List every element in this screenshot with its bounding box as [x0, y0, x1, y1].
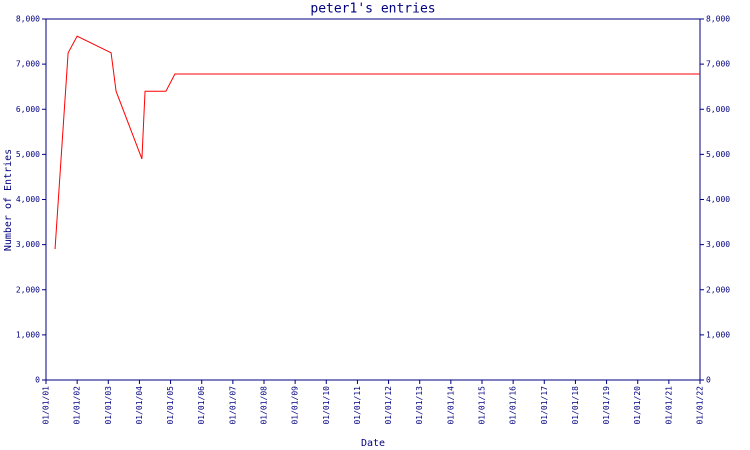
data-line: [54, 35, 700, 250]
x-tick-label: 01/01/02: [73, 386, 82, 425]
x-tick-label: 01/01/16: [509, 386, 518, 425]
x-tick-label: 01/01/17: [540, 386, 549, 425]
y2-tick-label: 2,000: [706, 285, 730, 294]
y-axis-label: Number of Entries: [3, 149, 14, 251]
x-tick-label: 01/01/19: [602, 386, 611, 425]
y2-tick-label: 6,000: [706, 105, 730, 114]
y-tick-label: 1,000: [16, 330, 40, 339]
y-tick-label: 6,000: [16, 105, 40, 114]
x-tick-label: 01/01/04: [135, 386, 144, 425]
y2-tick-label: 4,000: [706, 195, 730, 204]
x-tick-label: 01/01/22: [696, 386, 705, 425]
y2-tick-label: 0: [706, 376, 711, 385]
x-axis-label: Date: [361, 438, 385, 449]
x-tick-label: 01/01/20: [633, 386, 642, 425]
x-tick-label: 01/01/03: [104, 386, 113, 425]
x-tick-label: 01/01/21: [664, 386, 673, 425]
x-tick-label: 01/01/12: [384, 386, 393, 425]
x-tick-label: 01/01/07: [228, 386, 237, 425]
y-tick-label: 5,000: [16, 150, 40, 159]
x-tick-label: 01/01/08: [260, 386, 269, 425]
y-tick-label: 7,000: [16, 60, 40, 69]
x-tick-label: 01/01/10: [322, 386, 331, 425]
chart-title: peter1's entries: [310, 2, 435, 17]
x-tick-label: 01/01/15: [478, 386, 487, 425]
y-tick-label: 3,000: [16, 240, 40, 249]
y-tick-label: 8,000: [16, 15, 40, 24]
x-tick-label: 01/01/05: [166, 386, 175, 425]
y-tick-label: 2,000: [16, 285, 40, 294]
x-tick-label: 01/01/01: [42, 386, 51, 425]
x-tick-label: 01/01/06: [197, 386, 206, 425]
x-tick-label: 01/01/18: [571, 386, 580, 425]
y2-tick-label: 3,000: [706, 240, 730, 249]
x-tick-label: 01/01/11: [353, 386, 362, 425]
y2-tick-label: 8,000: [706, 15, 730, 24]
x-tick-label: 01/01/09: [291, 386, 300, 425]
y2-tick-label: 1,000: [706, 330, 730, 339]
x-tick-label: 01/01/13: [415, 386, 424, 425]
y-tick-label: 4,000: [16, 195, 40, 204]
x-tick-label: 01/01/14: [446, 386, 455, 425]
y2-tick-label: 7,000: [706, 60, 730, 69]
y2-tick-label: 5,000: [706, 150, 730, 159]
y-tick-label: 0: [35, 376, 40, 385]
